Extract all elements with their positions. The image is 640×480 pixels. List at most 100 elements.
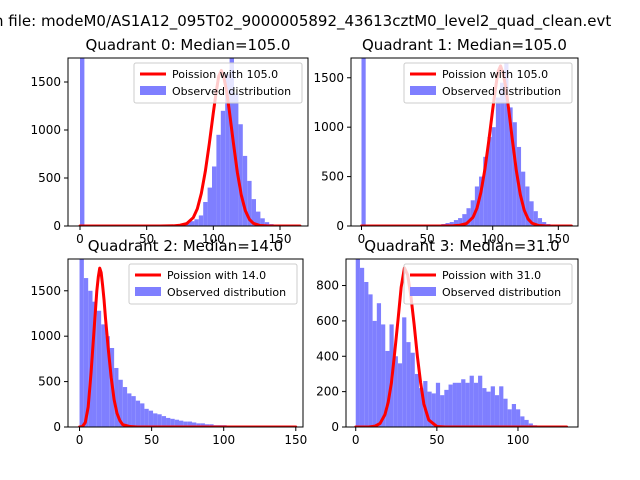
quadrant-1-axes-frame [350,57,579,227]
quadrant-0-hist-bar [207,187,212,226]
quadrant-1-hist-bar [521,171,526,226]
quadrant-2-hist-bar [153,413,158,427]
quadrant-3-hist-bar [440,395,445,427]
quadrant-2-hist-bar [83,278,89,427]
quadrant-3-legend-box [403,263,573,305]
quadrant-1-hist-bar [542,222,547,226]
quadrant-0-ytick-label: 500 [38,171,61,185]
quadrant-1-legend-box [403,62,573,104]
quadrant-1-hist-bar [512,122,517,226]
quadrant-0-hist-bar [80,58,85,226]
quadrant-2-hist-bar [105,336,110,427]
quadrant-1-ytick-label: 0 [336,219,344,233]
quadrant-3-hist-bar [520,416,525,427]
quadrant-1-plot-content [360,58,573,226]
quadrant-2-hist-bar [179,420,184,427]
quadrant-2-title: Quadrant 2: Median=14.0 [88,237,283,255]
quadrant-2-hist-bar [187,421,192,427]
quadrant-3-hist-bar [482,388,487,427]
quadrant-3-hist-bar [499,386,504,427]
quadrant-1-hist-bar [504,62,509,226]
quadrant-2-hist-bar [101,324,106,427]
quadrant-1-xtick-label: 100 [481,232,504,246]
quadrant-3-legend-hist-swatch [410,287,436,296]
quadrant-1-hist-bar [479,176,484,226]
quadrant-3-hist-bar [494,395,500,427]
quadrant-0-hist-bar [260,218,265,226]
quadrant-1-hist-bar [495,97,501,226]
quadrant-2-xtick-label: 100 [212,433,235,447]
quadrant-0-plot-content [78,58,302,226]
quadrant-2-axes-frame [67,258,304,428]
quadrant-2-hist-bar [148,410,154,427]
quadrant-1-hist-bar [483,156,488,226]
quadrant-1-ytick-label: 1000 [313,120,344,134]
quadrant-3-legend: Poission with 31.0 Observed distribution [403,263,573,305]
quadrant-2-hist-bar [88,290,93,427]
quadrant-3-hist-bar [490,386,495,427]
quadrant-1-legend-hist-swatch [410,86,436,95]
quadrant-0-xtick-label: 150 [269,232,292,246]
quadrant-1-hist-bar [533,211,538,226]
quadrant-1-hist-bar [462,214,467,226]
quadrant-0-hist-bar [256,211,261,226]
quadrant-3-hist-bar [410,352,415,427]
quadrant-3-hist-bar [528,423,533,427]
quadrant-1-hist-bar [529,201,534,226]
quadrant-0-hist-bar [251,199,256,226]
quadrant-3-xtick-label: 0 [352,433,360,447]
quadrant-1-hist-bar [361,58,366,226]
quadrant-1-ytick-label: 1500 [313,71,344,85]
quadrant-2-hist-bar [200,423,205,427]
quadrant-3-title: Quadrant 3: Median=31.0 [364,237,559,255]
quadrant-2-legend-box [128,263,298,305]
quadrant-2-hist-bar [170,418,175,427]
quadrant-3-hist-bar [461,379,466,427]
quadrant-0-hist-bar [190,221,195,226]
quadrant-2-hist-bar [183,421,188,427]
quadrant-2-hist-bar [135,400,141,427]
quadrant-2-hist-bar [157,414,162,427]
quadrant-2-hist-bar [127,393,132,427]
quadrant-0-hist-bar [198,215,204,226]
quadrant-0-ytick-label: 0 [53,219,61,233]
quadrant-3-hist-bar [507,409,512,427]
quadrant-2-hist-bar [140,403,145,427]
quadrant-1-title: Quadrant 1: Median=105.0 [362,36,567,54]
quadrant-0-hist-bar [212,166,217,226]
quadrant-0-ytick-label: 1500 [30,75,61,89]
quadrant-3-ytick-label: 800 [316,279,339,293]
quadrant-2-hist-bar [144,408,149,427]
quadrant-2-hist-bar [122,387,128,427]
quadrant-3-hist-bar [402,317,407,427]
quadrant-1-xtick-label: 150 [547,232,570,246]
quadrant-2-legend: Poission with 14.0 Observed distribution [128,263,298,305]
quadrant-2-hist-bar [96,310,102,427]
quadrant-0-hist-bar [238,124,243,226]
quadrant-3-hist-bar [486,391,491,427]
quadrant-0-hist-bar [220,110,226,226]
quadrant-2-ytick-label: 1000 [30,329,61,343]
quadrant-2-hist-bar [191,422,197,427]
quadrant-0-legend-hist-swatch [140,86,166,95]
quadrant-3-hist-bar [364,281,369,427]
figure-suptitle: n file: modeM0/AS1A12_095T02_9000005892_… [0,12,611,31]
quadrant-3-hist-bar [444,389,449,427]
quadrant-2-ytick-label: 1500 [30,284,61,298]
quadrant-0-xtick-label: 0 [76,232,84,246]
quadrant-2-legend-hist-label: Observed distribution [167,286,286,299]
quadrant-0-axes-frame [67,57,309,227]
quadrant-3-hist-bar [376,303,382,427]
quadrant-0-xtick-label: 100 [202,232,225,246]
quadrant-3-hist-bar [448,384,453,427]
quadrant-3-hist-bar [406,342,411,427]
quadrant-2-ytick-label: 500 [38,375,61,389]
quadrant-3-ytick-label: 200 [316,385,339,399]
quadrant-1-xtick-label: 0 [358,232,366,246]
quadrant-0-hist-bar [216,134,221,226]
quadrant-3-ytick-label: 400 [316,349,339,363]
quadrant-3-xtick-label: 100 [507,433,530,447]
quadrant-2-legend-curve-label: Poission with 14.0 [167,269,266,282]
quadrant-3-hist-bar [372,320,377,427]
